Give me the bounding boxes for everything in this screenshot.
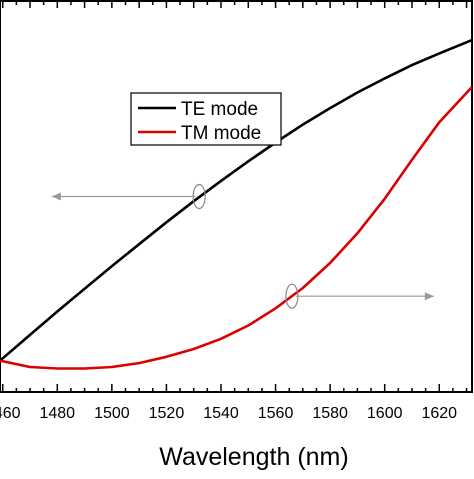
x-tick-label: 1600: [367, 405, 403, 422]
legend: TE mode TM mode: [130, 92, 282, 146]
plot-frame: [0, 0, 473, 393]
x-tick-label: 1560: [258, 405, 294, 422]
series-line-tm-mode: [0, 86, 473, 370]
x-tick-label: 1480: [39, 405, 75, 422]
legend-label: TE mode: [181, 99, 258, 120]
x-tick-label: 1460: [0, 405, 21, 422]
x-tick-label: 1620: [421, 405, 457, 422]
x-tick-label: 1540: [203, 405, 239, 422]
legend-label: TM mode: [181, 123, 261, 144]
legend-box: [130, 92, 282, 146]
x-axis-label: Wavelength (nm): [159, 443, 348, 471]
x-tick-label: 1580: [312, 405, 348, 422]
annotation-arrow-head: [51, 192, 61, 201]
x-tick-label: 1520: [149, 405, 185, 422]
annotation-arrow-head: [424, 292, 434, 301]
axes: 1460 1480 1500 1520 1540 1560 1580 1600 1620: [0, 0, 473, 422]
x-tick-label: 1500: [94, 405, 130, 422]
series-lines: [0, 38, 473, 370]
series-line-te-mode: [0, 38, 473, 362]
annotations: [51, 183, 434, 309]
